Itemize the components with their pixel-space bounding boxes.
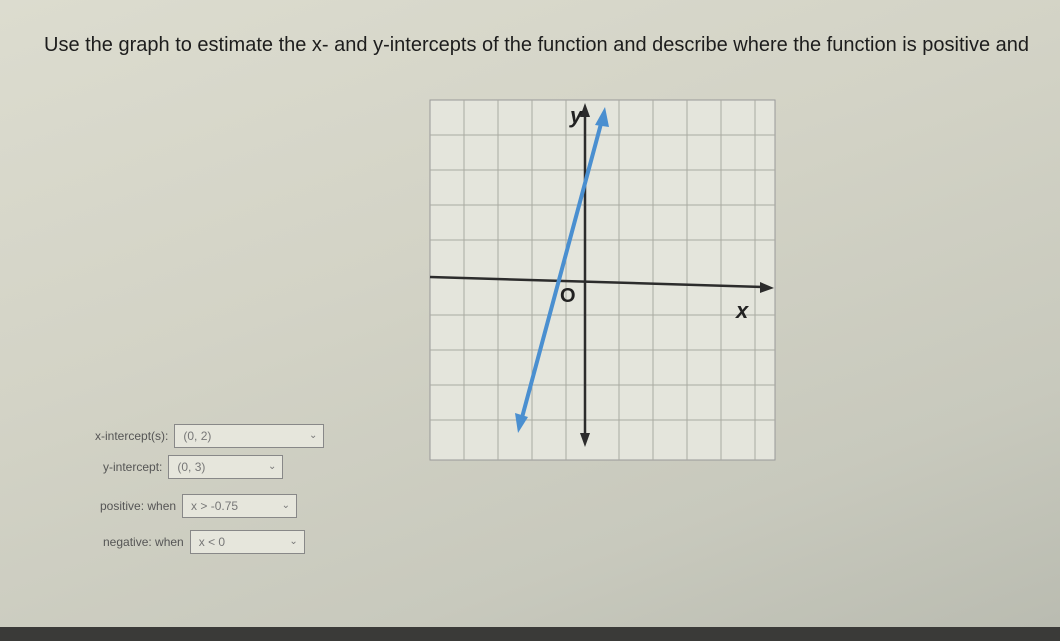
form-row: y-intercept: (0, 3) ⌄ [103,455,284,479]
screen-bezel [0,627,1060,641]
y-arrow [580,433,590,447]
form-row: positive: when x > -0.75 ⌄ [100,494,298,518]
y-axis-label: y [569,103,584,128]
answer-field[interactable]: (0, 3) ⌄ [168,455,284,479]
field-value: (0, 2) [183,429,212,443]
function-line [518,119,604,426]
field-label: negative: when [103,535,184,549]
answer-field[interactable]: x < 0 ⌄ [189,530,305,554]
y-arrow [580,103,590,117]
grid [430,100,775,460]
axes [429,110,766,440]
field-label: y-intercept: [103,460,163,474]
question: Use the graph to estimate the x- and y-i… [44,34,1030,56]
line-arrow [595,107,609,127]
graph: y x O [429,99,776,461]
answer-field[interactable]: x > -0.75 ⌄ [182,494,298,518]
x-axis-label: x [735,298,749,323]
field-value: x > -0.75 [191,499,239,513]
form-row: negative: when x < 0 ⌄ [103,530,305,554]
field-label: positive: when [100,499,177,513]
grid-bg [429,99,776,461]
field-value: (0, 3) [177,460,206,474]
line-arrow [515,413,528,433]
answer-field[interactable]: (0, 2) ⌄ [174,424,325,448]
form-row: x-intercept(s): (0, 2) ⌄ [95,424,325,448]
origin-label: O [560,285,576,307]
x-arrow [760,282,774,293]
field-label: x-intercept(s): [95,429,169,443]
field-value: x < 0 [198,535,226,549]
